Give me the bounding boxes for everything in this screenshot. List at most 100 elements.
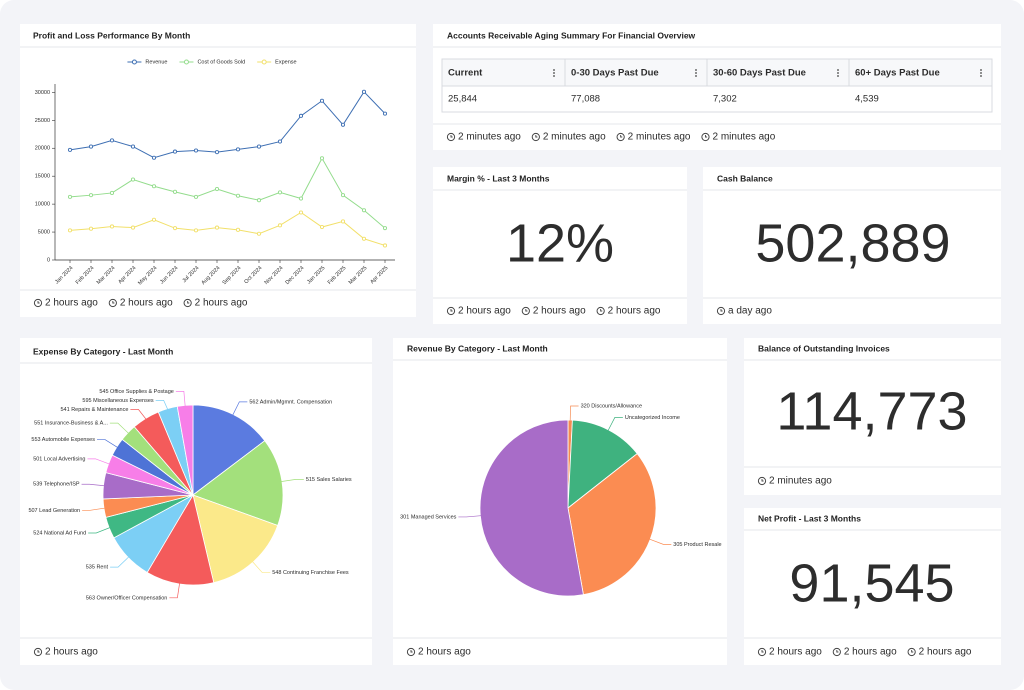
- column-header: 0-30 Days Past Due: [571, 68, 659, 79]
- clock-hand: [450, 309, 453, 312]
- slice-label: 320 Discounts/Allowance: [581, 403, 642, 409]
- point: [88, 144, 94, 149]
- timestamp: 2 hours ago: [418, 647, 471, 658]
- legend-label: Revenue: [145, 59, 167, 65]
- kpi-value: 91,545: [789, 553, 954, 613]
- menu-dot: [553, 72, 555, 74]
- timestamp: 2 hours ago: [45, 647, 98, 658]
- clock-hand: [761, 479, 764, 482]
- clock-icon: [531, 132, 540, 142]
- table-header: [442, 59, 992, 87]
- kpi-value: 12%: [506, 213, 614, 273]
- menu-dot: [553, 75, 555, 77]
- leader-line: [279, 479, 304, 483]
- series-line: [69, 157, 386, 229]
- y-tick-label: 15000: [35, 174, 50, 180]
- point: [67, 228, 73, 233]
- leader-line: [82, 507, 107, 511]
- timestamp: 2 hours ago: [195, 298, 248, 309]
- leader-line: [87, 458, 111, 465]
- leader-line: [88, 526, 112, 534]
- slice-label: 563 Owner/Officer Compensation: [86, 595, 168, 601]
- clock-icon: [596, 306, 605, 316]
- point: [361, 89, 367, 94]
- timestamp: 2 minutes ago: [628, 132, 691, 143]
- point: [67, 147, 73, 152]
- table-cell: 7,302: [713, 94, 737, 105]
- timestamp: 2 hours ago: [120, 298, 173, 309]
- clock-hand: [705, 135, 708, 138]
- leader-line: [458, 515, 483, 518]
- clock-icon: [446, 306, 456, 316]
- point: [130, 225, 136, 230]
- point: [151, 217, 157, 222]
- menu-dot: [837, 75, 839, 77]
- clock-hand: [720, 309, 723, 312]
- point: [319, 98, 325, 103]
- slice-label: 535 Rent: [86, 565, 109, 571]
- slice-label: 551 Insurance-Business & A...: [34, 421, 108, 427]
- clock-icon: [33, 298, 43, 308]
- clock-icon: [108, 298, 117, 308]
- point: [67, 194, 73, 199]
- leader-line: [607, 417, 623, 432]
- y-tick-label: 25000: [35, 118, 50, 124]
- legend-marker: [183, 59, 189, 65]
- table-cell: 25,844: [448, 94, 477, 105]
- point: [151, 184, 157, 189]
- clock-hand: [410, 650, 413, 653]
- point: [340, 193, 346, 198]
- timestamp: 2 hours ago: [844, 647, 897, 658]
- legend-marker: [261, 59, 267, 65]
- point: [172, 226, 178, 231]
- clock-hand: [525, 309, 528, 312]
- point: [214, 225, 220, 230]
- table-cell: 77,088: [571, 94, 600, 105]
- kpi-value: 502,889: [755, 213, 950, 273]
- point: [214, 186, 220, 192]
- point: [193, 228, 199, 233]
- point: [361, 208, 367, 213]
- slice-label: 305 Product Resale: [673, 542, 721, 548]
- y-tick-label: 5000: [38, 230, 50, 236]
- slice-label: Uncategorized Income: [625, 415, 680, 421]
- legend-label: Cost of Goods Sold: [197, 59, 245, 65]
- point: [256, 231, 262, 236]
- timestamp: 2 hours ago: [45, 298, 98, 309]
- menu-dot: [695, 72, 697, 74]
- series-line: [69, 91, 386, 159]
- panel-title: Revenue By Category - Last Month: [407, 343, 548, 353]
- leader-line: [130, 409, 148, 421]
- point: [256, 144, 262, 149]
- clock-icon: [446, 132, 456, 142]
- slice-label: 301 Managed Services: [400, 514, 457, 520]
- clock-hand: [600, 309, 603, 312]
- point: [319, 224, 325, 230]
- clock-icon: [832, 647, 841, 657]
- slice-label: 507 Lead Generation: [28, 508, 80, 514]
- slice-label: 545 Office Supplies & Postage: [99, 389, 174, 395]
- point: [109, 190, 115, 196]
- clock-icon: [701, 132, 710, 142]
- kpi-value: 114,773: [776, 381, 967, 441]
- table-cell: 4,539: [855, 94, 879, 105]
- legend-label: Expense: [275, 59, 296, 65]
- point: [361, 236, 367, 241]
- point: [235, 193, 241, 198]
- menu-dot: [695, 75, 697, 77]
- y-tick-label: 30000: [35, 90, 50, 96]
- clock-hand: [836, 650, 839, 653]
- clock-icon: [616, 132, 625, 142]
- panel-title: Cash Balance: [717, 173, 773, 183]
- clock-icon: [716, 306, 726, 316]
- point: [319, 156, 325, 161]
- point: [256, 198, 262, 203]
- clock-hand: [187, 301, 190, 304]
- clock-icon: [757, 647, 767, 657]
- panel-title: Expense By Category - Last Month: [33, 346, 173, 356]
- timestamp: 2 hours ago: [919, 647, 972, 658]
- kpi-panel: [744, 508, 1001, 665]
- clock-icon: [406, 647, 416, 657]
- slice-label: 553 Automobile Expenses: [31, 437, 95, 443]
